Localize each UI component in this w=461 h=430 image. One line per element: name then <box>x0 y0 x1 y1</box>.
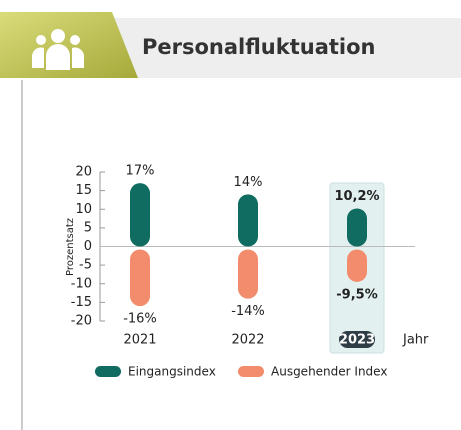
y-tick-label: -10 <box>71 276 92 291</box>
x-tick-label: 2021 <box>123 333 156 348</box>
legend-label: Ausgehender Index <box>271 365 387 379</box>
legend-swatch <box>238 366 264 377</box>
bar <box>347 208 367 247</box>
bar <box>130 249 150 307</box>
y-tick-label: -20 <box>71 314 92 329</box>
value-label: 17% <box>126 164 155 179</box>
value-label: -9,5% <box>336 287 377 302</box>
bar <box>130 183 150 247</box>
y-tick-label: 15 <box>75 183 92 198</box>
year-pill <box>339 331 375 348</box>
y-tick-label: 10 <box>75 202 92 217</box>
y-tick-label: -15 <box>71 295 92 310</box>
value-label: 10,2% <box>334 189 379 204</box>
legend-label: Eingangsindex <box>128 365 216 379</box>
y-tick-label: -5 <box>79 258 92 273</box>
people-icon <box>32 29 84 70</box>
y-tick-label: 20 <box>75 165 92 180</box>
legend-swatch <box>95 366 121 377</box>
y-tick-label: 0 <box>84 239 92 254</box>
x-tick-label: 2023 <box>339 333 375 348</box>
value-label: -14% <box>231 304 265 319</box>
bar <box>347 249 367 282</box>
chart-title: Personalfluktuation <box>142 35 376 59</box>
value-label: -16% <box>123 312 157 327</box>
y-tick-label: 5 <box>84 220 92 235</box>
bar <box>238 249 258 299</box>
title-banner <box>100 18 461 78</box>
value-label: 14% <box>234 175 263 190</box>
x-axis-label: Jahr <box>402 333 429 348</box>
y-axis-label: Prozentsatz <box>65 218 76 276</box>
x-tick-label: 2022 <box>231 333 264 348</box>
bar <box>238 194 258 247</box>
